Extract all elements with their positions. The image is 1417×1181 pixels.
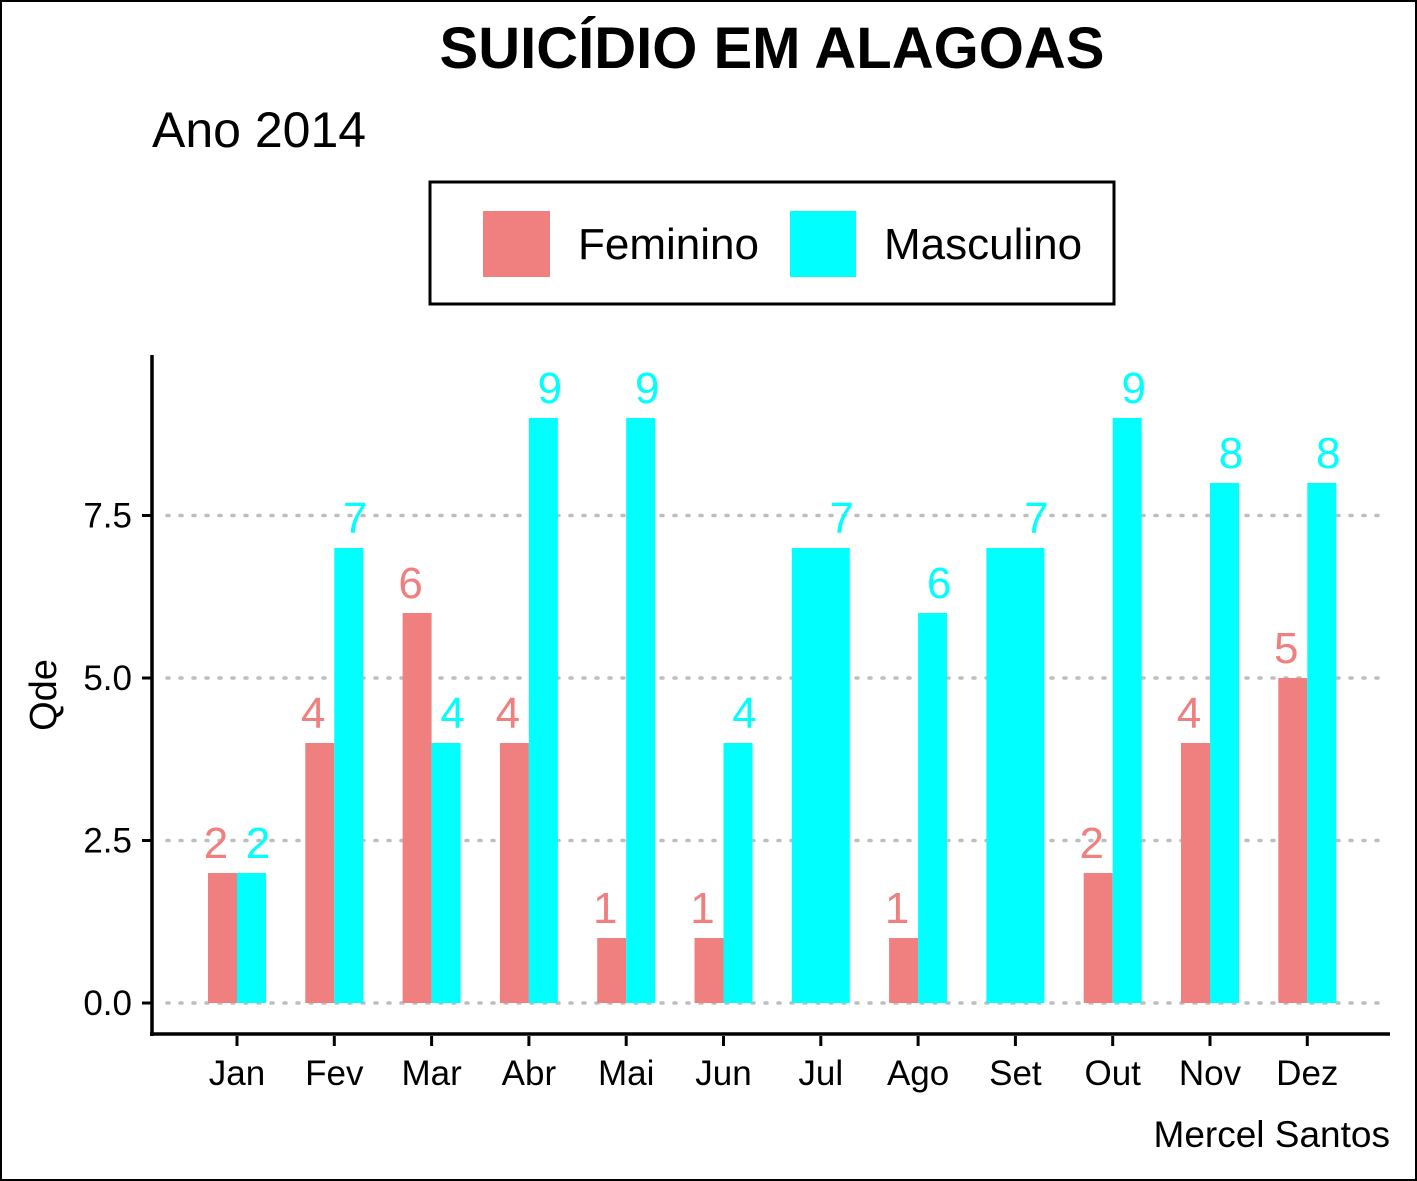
x-axis-ticks: Jan Fev Mar Abr Mai Jun Jul Ago Set Out Nov Dez — [209, 1036, 1338, 1093]
bar-feminino-ago — [889, 938, 919, 1003]
data-label-feminino-out: 2 — [1079, 819, 1103, 868]
x-tick-label-fev: Fev — [305, 1054, 364, 1093]
bar-masculino-set — [986, 548, 1045, 1003]
data-label-feminino-abr: 4 — [496, 689, 520, 738]
bar-masculino-fev — [334, 548, 364, 1003]
x-tick-label-ago: Ago — [887, 1054, 949, 1093]
bar-feminino-dez — [1278, 678, 1308, 1003]
data-label-masculino-abr: 9 — [538, 364, 562, 413]
legend-swatch-feminino — [483, 211, 550, 277]
data-label-feminino-nov: 4 — [1177, 689, 1201, 738]
y-axis-ticks: 0.0 2.5 5.0 7.5 — [83, 497, 152, 1023]
chart-title: SUICÍDIO EM ALAGOAS — [440, 16, 1105, 81]
axes — [150, 355, 1390, 1036]
data-label-feminino-jan: 2 — [204, 819, 228, 868]
data-label-masculino-jul: 7 — [830, 494, 854, 543]
x-tick-label-jul: Jul — [798, 1054, 843, 1093]
bar-masculino-abr — [528, 418, 558, 1003]
data-label-feminino-mar: 6 — [398, 559, 422, 608]
data-label-masculino-mai: 9 — [635, 364, 659, 413]
legend-label-feminino: Feminino — [578, 220, 759, 269]
data-label-feminino-fev: 4 — [301, 689, 325, 738]
bar-feminino-out — [1083, 873, 1113, 1003]
chart-subtitle: Ano 2014 — [152, 102, 366, 158]
bar-masculino-ago — [918, 613, 948, 1003]
data-label-masculino-jun: 4 — [732, 689, 756, 738]
bar-feminino-mar — [402, 613, 432, 1003]
gridlines — [165, 513, 1384, 1005]
bar-masculino-nov — [1210, 483, 1239, 1003]
x-tick-label-jun: Jun — [695, 1054, 751, 1093]
bar-masculino-out — [1112, 418, 1142, 1003]
y-tick-label: 2.5 — [83, 822, 132, 861]
legend-swatch-masculino — [790, 211, 856, 277]
x-tick-label-mar: Mar — [401, 1054, 462, 1093]
x-tick-label-nov: Nov — [1179, 1054, 1242, 1093]
data-label-feminino-jun: 1 — [690, 884, 714, 933]
x-tick-label-out: Out — [1084, 1054, 1141, 1093]
y-axis-title: Qde — [23, 659, 65, 731]
data-label-masculino-mar: 4 — [440, 689, 464, 738]
chart-caption: Mercel Santos — [1154, 1114, 1391, 1155]
data-label-feminino-mai: 1 — [593, 884, 617, 933]
legend-label-masculino: Masculino — [884, 220, 1082, 269]
x-tick-label-abr: Abr — [502, 1054, 557, 1093]
y-tick-label: 0.0 — [83, 984, 132, 1023]
bar-feminino-abr — [499, 743, 529, 1003]
legend: Feminino Masculino — [428, 180, 1116, 306]
data-label-masculino-ago: 6 — [927, 559, 951, 608]
x-tick-label-set: Set — [989, 1054, 1042, 1093]
data-label-masculino-fev: 7 — [343, 494, 367, 543]
data-label-masculino-jan: 2 — [246, 819, 270, 868]
x-tick-label-jan: Jan — [209, 1054, 265, 1093]
x-tick-label-mai: Mai — [598, 1054, 654, 1093]
bar-feminino-mai — [597, 938, 627, 1003]
bar-masculino-jul — [791, 548, 850, 1003]
data-label-feminino-ago: 1 — [885, 884, 909, 933]
bar-masculino-mai — [626, 418, 656, 1003]
data-label-masculino-set: 7 — [1024, 494, 1048, 543]
x-tick-label-dez: Dez — [1276, 1054, 1338, 1093]
bar-masculino-dez — [1307, 483, 1337, 1003]
y-tick-label: 7.5 — [83, 497, 132, 536]
bar-masculino-jan — [237, 873, 266, 1003]
data-label-masculino-out: 9 — [1121, 364, 1145, 413]
bar-feminino-fev — [305, 743, 335, 1003]
bar-feminino-jan — [208, 873, 237, 1003]
bar-feminino-nov — [1181, 743, 1210, 1003]
bars — [208, 418, 1337, 1003]
y-tick-label: 5.0 — [83, 659, 132, 698]
bar-masculino-jun — [723, 743, 753, 1003]
data-label-masculino-dez: 8 — [1316, 429, 1340, 478]
data-label-masculino-nov: 8 — [1219, 429, 1243, 478]
data-label-feminino-dez: 5 — [1274, 624, 1298, 673]
bar-masculino-mar — [431, 743, 461, 1003]
bar-feminino-jun — [694, 938, 724, 1003]
